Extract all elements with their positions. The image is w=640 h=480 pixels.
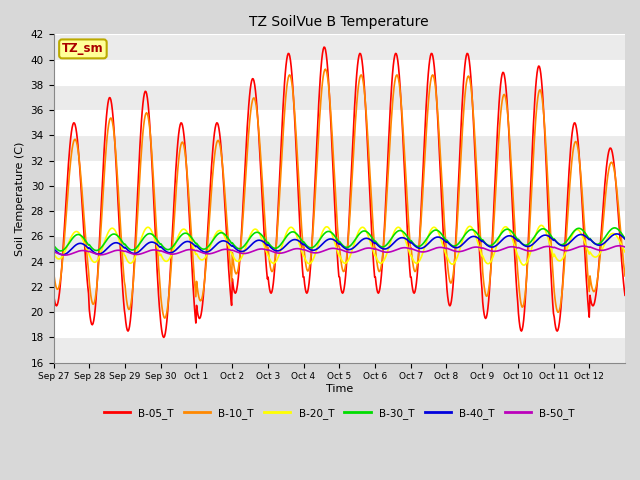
Bar: [54, 186, 625, 211]
X-axis label: Time: Time: [326, 384, 353, 394]
Bar: [54, 337, 625, 363]
Y-axis label: Soil Temperature (C): Soil Temperature (C): [15, 141, 25, 256]
Bar: [54, 35, 625, 60]
Bar: [54, 236, 625, 262]
Title: TZ SoilVue B Temperature: TZ SoilVue B Temperature: [250, 15, 429, 29]
Text: TZ_sm: TZ_sm: [62, 42, 104, 55]
Bar: [54, 85, 625, 110]
Bar: [54, 135, 625, 161]
Bar: [54, 287, 625, 312]
Legend: B-05_T, B-10_T, B-20_T, B-30_T, B-40_T, B-50_T: B-05_T, B-10_T, B-20_T, B-30_T, B-40_T, …: [99, 404, 579, 423]
